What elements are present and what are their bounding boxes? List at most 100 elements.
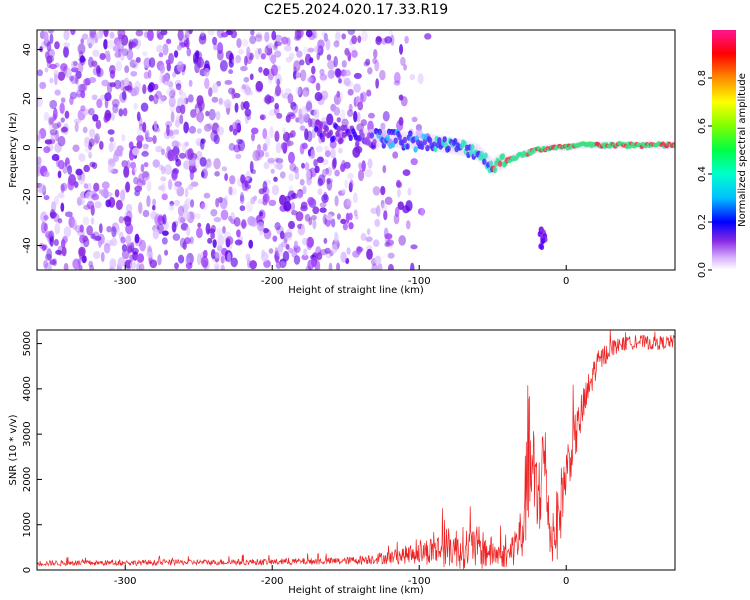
noise-blob: [168, 96, 176, 108]
isolated-blob-part: [540, 237, 546, 244]
noise-blob: [144, 129, 150, 138]
y-tick-label: 3000: [22, 421, 33, 446]
noise-blob: [44, 253, 53, 261]
track-halo: [380, 129, 387, 148]
noise-blob: [136, 134, 144, 143]
noise-blob: [142, 50, 148, 57]
noise-blob: [141, 179, 146, 186]
noise-blob: [195, 227, 203, 239]
noise-blob: [303, 46, 309, 56]
noise-blob: [293, 60, 301, 73]
noise-blob: [118, 108, 124, 117]
noise-blob: [254, 34, 263, 42]
noise-blob: [274, 156, 279, 163]
noise-blob: [171, 140, 180, 148]
noise-blob: [176, 60, 184, 73]
noise-blob: [393, 71, 401, 84]
track-halo: [654, 141, 661, 150]
noise-blob: [420, 207, 425, 217]
noise-blob: [60, 97, 66, 103]
noise-blob: [296, 50, 303, 58]
track-halo: [610, 141, 617, 150]
noise-blob: [79, 83, 88, 92]
snr-panel: -300 -200 -100 0 0 1000 2000 3000 4000 5000 Heig…: [8, 329, 676, 596]
noise-blob: [336, 213, 341, 220]
noise-blob: [255, 148, 263, 161]
noise-blob: [325, 38, 331, 51]
noise-blob: [334, 169, 340, 177]
noise-blob: [194, 157, 200, 170]
noise-blob: [239, 191, 245, 202]
track-halo: [413, 132, 420, 151]
track-blob: [482, 158, 487, 165]
noise-blob: [179, 114, 184, 125]
noise-blob: [43, 31, 49, 43]
noise-blob: [403, 64, 407, 71]
track-halo: [448, 136, 455, 155]
noise-blob: [290, 201, 296, 212]
track-halo: [392, 130, 399, 149]
noise-blob: [323, 237, 328, 244]
track-blob: [315, 119, 320, 126]
noise-blob: [275, 142, 282, 154]
noise-blob: [240, 174, 246, 184]
noise-blob: [276, 78, 281, 86]
noise-blob: [146, 180, 152, 192]
noise-blob: [158, 52, 164, 58]
noise-blob: [326, 166, 333, 177]
track-halo: [463, 139, 470, 158]
noise-blob: [130, 241, 135, 253]
noise-blob: [367, 112, 375, 119]
noise-blob: [168, 129, 174, 137]
noise-blob: [279, 171, 286, 179]
noise-blob: [49, 63, 57, 70]
isolated-blob: [537, 226, 548, 251]
noise-blob: [224, 79, 233, 85]
noise-blob: [268, 109, 277, 117]
noise-blob: [382, 165, 387, 174]
noise-blob: [126, 49, 134, 61]
noise-blob: [167, 179, 173, 191]
noise-blob: [274, 105, 280, 116]
track-halo: [398, 130, 405, 149]
noise-blob: [228, 186, 233, 196]
noise-blob: [153, 120, 158, 130]
noise-blob: [322, 159, 329, 166]
noise-blob: [268, 199, 277, 207]
track-blob: [402, 136, 408, 144]
track-halo: [557, 143, 564, 152]
noise-blob: [171, 151, 176, 162]
noise-blob: [113, 79, 122, 90]
noise-blob: [136, 178, 143, 190]
noise-blob: [83, 204, 91, 210]
noise-blob: [309, 57, 314, 64]
noise-blob: [70, 30, 76, 36]
track-halo: [619, 141, 626, 150]
noise-blob: [182, 241, 187, 250]
noise-blob: [138, 201, 143, 214]
noise-blob: [405, 200, 413, 212]
noise-blob: [134, 233, 140, 244]
noise-blob: [49, 235, 54, 247]
noise-blob: [353, 72, 362, 79]
track-blob: [446, 145, 451, 152]
track-halo: [536, 145, 543, 154]
noise-blob: [111, 98, 120, 108]
noise-blob: [230, 211, 235, 222]
snr-y-ticks: 0 1000 2000 3000 4000 5000: [22, 331, 42, 573]
noise-blob: [119, 50, 125, 62]
noise-blob: [168, 203, 175, 211]
noise-blob: [299, 59, 305, 66]
noise-blob: [321, 193, 329, 204]
noise-blob: [279, 261, 287, 268]
noise-blob: [159, 72, 164, 84]
noise-blob: [228, 69, 234, 75]
noise-blob: [183, 199, 189, 211]
snr-plot-area: [37, 330, 675, 570]
noise-blob: [215, 110, 221, 121]
track-halo: [404, 131, 411, 150]
noise-blob: [180, 91, 187, 104]
noise-blob: [60, 182, 68, 192]
noise-blob: [333, 55, 338, 68]
noise-blob: [221, 166, 228, 172]
